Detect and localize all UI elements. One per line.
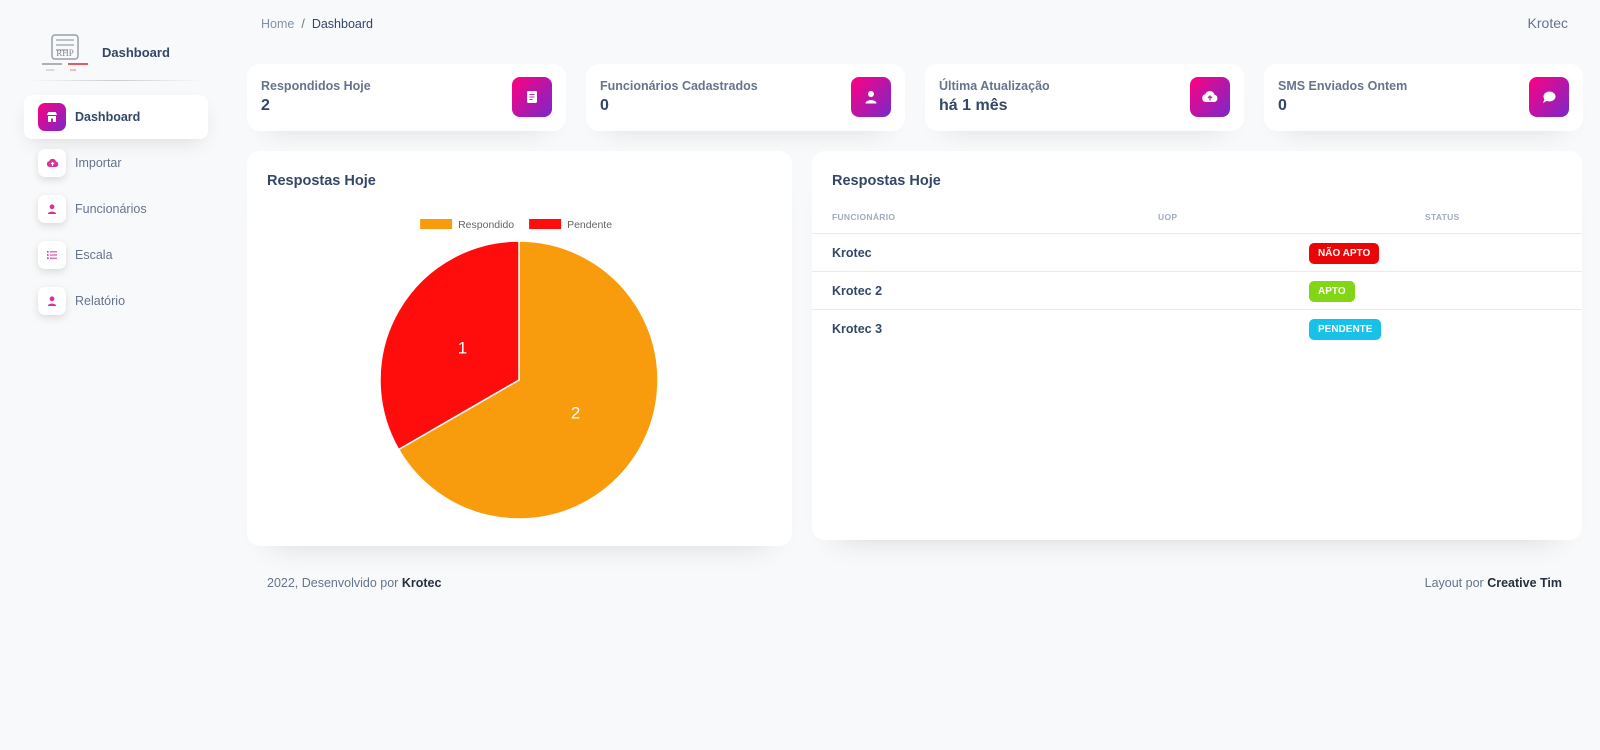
stat-label: Última Atualização [939, 79, 1050, 93]
svg-text:RHP: RHP [56, 48, 74, 58]
stat-value: 0 [1278, 97, 1287, 114]
footer-copyright: 2022, Desenvolvido por Krotec [267, 576, 441, 590]
stat-value: há 1 mês [939, 97, 1008, 114]
legend-label[interactable]: Respondido [458, 219, 514, 231]
row-name: Krotec 2 [832, 284, 883, 298]
pie-slice-respondido[interactable] [397, 240, 659, 520]
pie-data-label: 1 [458, 338, 467, 357]
footer-left-text: 2022, Desenvolvido por [267, 576, 399, 590]
user-icon [38, 287, 66, 315]
cloud-upload-icon [38, 149, 66, 177]
breadcrumb-current: Dashboard [311, 17, 373, 31]
column-header-status[interactable]: Status [1425, 212, 1460, 222]
breadcrumb-separator: / [301, 17, 305, 31]
pie-data-label: 2 [571, 404, 580, 423]
stat-label: Funcionários Cadastrados [600, 79, 758, 93]
status-badge: Pendente [1309, 319, 1382, 340]
user-icon [38, 195, 66, 223]
sidebar-item-label: Dashboard [75, 110, 141, 124]
stat-card-funcionarios: Funcionários Cadastrados 0 [586, 64, 905, 131]
svg-text:•••••: ••••• [70, 68, 77, 72]
sidebar: RHP ••••••• ••••• Dashboard Dashboard Im… [24, 24, 208, 325]
sidebar-item-label: Relatório [75, 294, 126, 308]
stat-value: 0 [600, 97, 609, 114]
stat-card-sms: SMS Enviados Ontem 0 [1264, 64, 1583, 131]
sidebar-item-funcionarios[interactable]: Funcionários [24, 187, 208, 231]
stat-card-atualizacao: Última Atualização há 1 mês [925, 64, 1244, 131]
sidebar-item-escala[interactable]: Escala [24, 233, 208, 277]
sidebar-item-relatorio[interactable]: Relatório [24, 279, 208, 323]
status-badge: Apto [1309, 281, 1355, 302]
column-header-funcionario[interactable]: Funcionário [832, 212, 896, 222]
footer-developer-link[interactable]: Krotec [401, 576, 442, 590]
footer-right-text: Layout por [1424, 576, 1484, 590]
table-row[interactable]: Krotec Não Apto [812, 233, 1582, 271]
list-icon [38, 241, 66, 269]
pie-slice-pendente[interactable] [379, 240, 520, 451]
table-row[interactable]: Krotec 3 Pendente [812, 309, 1582, 347]
legend-swatch[interactable] [420, 219, 453, 229]
legend-label[interactable]: Pendente [567, 219, 612, 231]
legend-swatch[interactable] [529, 219, 562, 229]
svg-text:•••••••: ••••••• [46, 68, 55, 72]
table-header: Funcionário UOP Status [812, 209, 1582, 231]
table-panel-title: Respostas Hoje [832, 173, 941, 189]
user-icon [851, 77, 891, 117]
footer-creative-tim-link[interactable]: Creative Tim [1487, 576, 1562, 590]
chart-panel: Respostas Hoje Respondido Pendente 2 1 [247, 151, 792, 546]
user-name[interactable]: Krotec [1527, 15, 1568, 31]
document-icon [512, 77, 552, 117]
breadcrumb: Home / Dashboard [261, 17, 373, 31]
breadcrumb-home-link[interactable]: Home [261, 17, 295, 31]
cloud-upload-icon [1190, 77, 1230, 117]
stat-label: SMS Enviados Ontem [1278, 79, 1408, 93]
brand-name: Dashboard [102, 44, 170, 60]
stat-card-respondidos: Respondidos Hoje 2 [247, 64, 566, 131]
sidebar-item-label: Importar [75, 156, 122, 170]
row-name: Krotec 3 [832, 322, 883, 336]
sidebar-divider [30, 80, 202, 81]
shop-icon [38, 103, 66, 131]
table-panel: Respostas Hoje Funcionário UOP Status Kr… [812, 151, 1582, 540]
brand-logo: RHP ••••••• ••••• [42, 34, 88, 72]
chart-panel-title: Respostas Hoje [267, 173, 376, 189]
stat-value: 2 [261, 97, 270, 114]
row-name: Krotec [832, 246, 872, 260]
status-badge: Não Apto [1309, 243, 1380, 264]
column-header-uop[interactable]: UOP [1158, 212, 1178, 222]
sidebar-item-label: Escala [75, 248, 113, 262]
sidebar-item-importar[interactable]: Importar [24, 141, 208, 185]
brand[interactable]: RHP ••••••• ••••• Dashboard [24, 24, 208, 80]
footer-credit: Layout por Creative Tim [1425, 576, 1562, 590]
stat-label: Respondidos Hoje [261, 79, 371, 93]
sidebar-item-label: Funcionários [75, 202, 147, 216]
chat-icon [1529, 77, 1569, 117]
sidebar-item-dashboard[interactable]: Dashboard [24, 95, 208, 139]
pie-chart: Respondido Pendente 2 1 [379, 219, 659, 520]
table-row[interactable]: Krotec 2 Apto [812, 271, 1582, 309]
